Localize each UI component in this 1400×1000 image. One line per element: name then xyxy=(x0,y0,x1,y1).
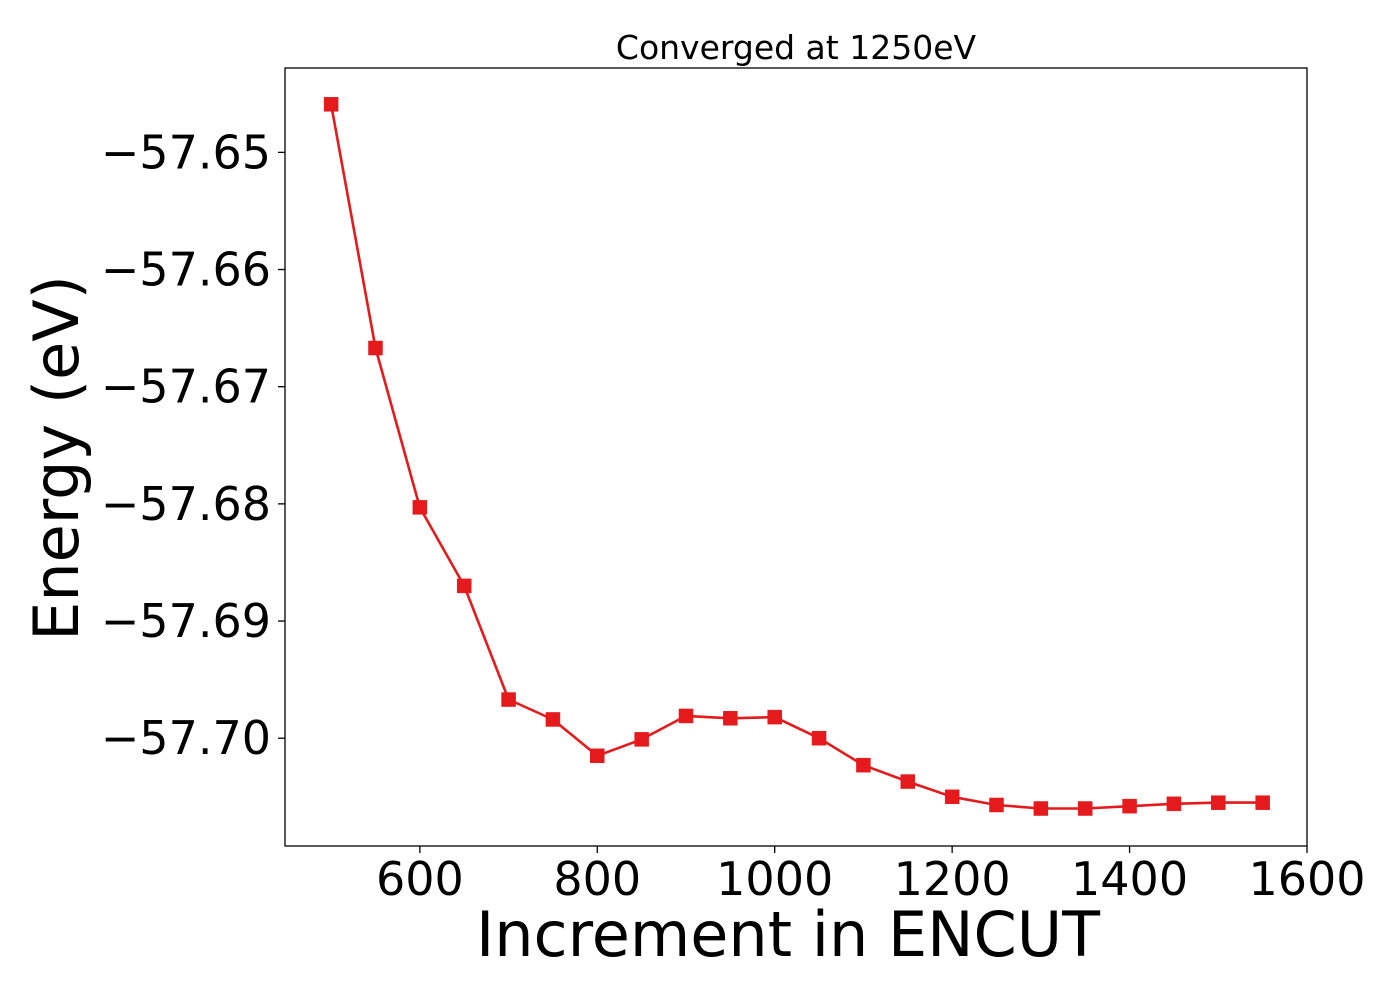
data-point-marker xyxy=(856,757,871,773)
x-tick-label: 800 xyxy=(553,852,641,906)
data-point-marker xyxy=(323,97,339,112)
data-point-marker xyxy=(1122,798,1137,814)
x-tick-label: 1000 xyxy=(716,852,833,906)
data-point-marker xyxy=(767,709,782,725)
data-point-marker xyxy=(678,708,694,724)
y-tick-label: −57.68 xyxy=(101,477,271,531)
y-tick-label: −57.69 xyxy=(101,594,271,648)
series-layer xyxy=(323,97,1270,816)
y-tick-label: −57.70 xyxy=(101,711,271,765)
x-tick-label: 1400 xyxy=(1071,852,1188,906)
x-tick-label: 1600 xyxy=(1248,852,1365,906)
x-tick-label: 1200 xyxy=(894,852,1011,906)
data-point-marker xyxy=(1166,796,1182,812)
data-point-marker xyxy=(1211,795,1226,810)
data-point-marker xyxy=(944,789,960,805)
data-point-marker xyxy=(412,500,428,515)
data-point-marker xyxy=(989,797,1004,813)
data-point-marker xyxy=(368,340,383,356)
y-tick-label: −57.65 xyxy=(101,125,271,179)
x-axis-label: Increment in ENCUT xyxy=(476,898,1101,971)
data-point-marker xyxy=(1077,801,1093,816)
data-point-marker xyxy=(723,711,738,726)
data-point-marker xyxy=(900,774,916,789)
y-axis-label: Energy (eV) xyxy=(20,275,93,641)
y-tick-label: −57.67 xyxy=(101,360,271,414)
data-point-marker xyxy=(811,730,827,746)
data-point-marker xyxy=(545,712,561,727)
plot-area-frame xyxy=(284,67,1308,847)
data-point-marker xyxy=(1033,801,1049,816)
x-axis-ticks: 600 800 1000 1200 1400 1600 xyxy=(376,846,1366,906)
data-point-marker xyxy=(634,732,649,747)
y-axis-ticks: −57.65 −57.66 −57.67 −57.68 −57.69 −57.70 xyxy=(101,125,285,765)
chart-title: Converged at 1250eV xyxy=(616,28,977,67)
x-tick-label: 600 xyxy=(376,852,464,906)
data-point-marker xyxy=(456,578,472,594)
series-line xyxy=(329,104,1263,810)
data-point-marker xyxy=(1255,795,1270,810)
y-tick-label: −57.66 xyxy=(101,243,271,297)
data-point-marker xyxy=(501,692,516,707)
data-point-marker xyxy=(590,748,605,764)
